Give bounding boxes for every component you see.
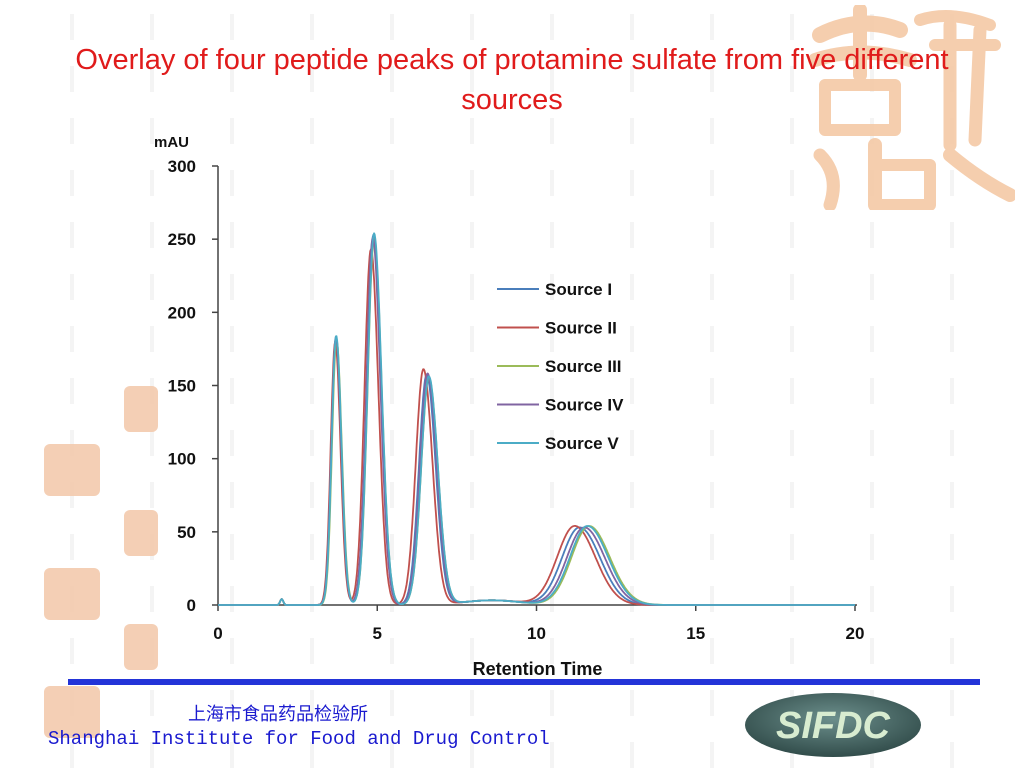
- seal-decoration: [44, 444, 100, 496]
- seal-decoration: [44, 568, 100, 620]
- legend-label: Source V: [545, 434, 619, 453]
- y-tick-label: 200: [168, 303, 196, 322]
- calligraphy-decoration: [808, 5, 1015, 210]
- y-tick-label: 150: [168, 377, 196, 396]
- slide-title: Overlay of four peptide peaks of protami…: [75, 44, 949, 116]
- chart-axes: 0 50 100 150 200 250 300 0 5 10 15 20 mAU Retention T…: [154, 134, 864, 679]
- series-line-5: [217, 232, 856, 606]
- chart-series: [217, 232, 856, 606]
- y-axis-label: mAU: [154, 134, 189, 151]
- seal-decoration: [124, 510, 158, 556]
- seal-decoration: [44, 686, 100, 738]
- y-tick-label: 300: [168, 157, 196, 176]
- institute-name-chinese: 上海市食品药品检验所: [188, 704, 368, 725]
- series-line-2: [217, 248, 856, 606]
- x-axis-label: Retention Time: [473, 659, 603, 679]
- logo-text: SIFDC: [776, 705, 891, 747]
- x-tick-label: 0: [213, 624, 222, 643]
- y-tick-label: 250: [168, 230, 196, 249]
- series-line-1: [217, 233, 856, 606]
- series-line-3: [217, 238, 856, 606]
- legend-label: Source IV: [545, 396, 624, 415]
- x-tick-label: 5: [373, 624, 382, 643]
- legend-label: Source I: [545, 280, 612, 299]
- y-tick-label: 100: [168, 450, 196, 469]
- chart-legend: Source I Source II Source III Source IV Sour…: [497, 280, 624, 453]
- x-tick-label: 15: [686, 624, 705, 643]
- seal-decoration: [124, 386, 158, 432]
- seal-decoration: [124, 624, 158, 670]
- institute-name-english: Shanghai Institute for Food and Drug Con…: [48, 728, 550, 750]
- legend-label: Source III: [545, 357, 622, 376]
- y-tick-label: 50: [177, 523, 196, 542]
- legend-label: Source II: [545, 319, 617, 338]
- y-tick-label: 0: [187, 596, 196, 615]
- series-line-4: [217, 236, 856, 606]
- footer-rule: [68, 679, 980, 685]
- x-tick-label: 10: [527, 624, 546, 643]
- x-tick-label: 20: [846, 624, 865, 643]
- sifdc-logo: SIFDC: [745, 693, 921, 757]
